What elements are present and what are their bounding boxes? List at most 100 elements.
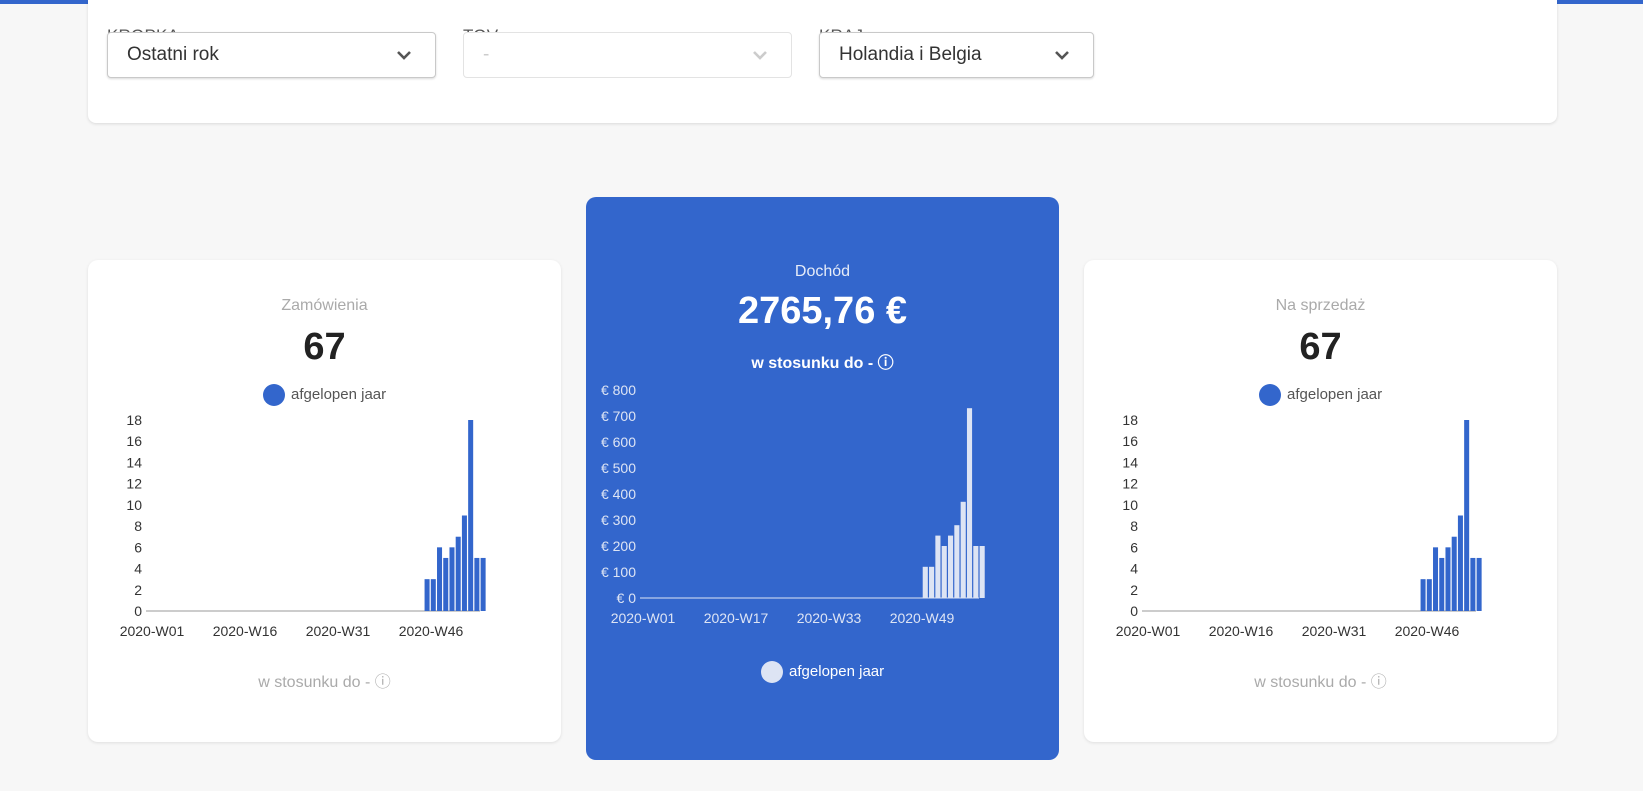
y-tick-label: 8 bbox=[134, 518, 142, 534]
bar[interactable] bbox=[1464, 420, 1470, 611]
y-tick-label: 6 bbox=[1130, 539, 1138, 555]
y-tick-label: € 0 bbox=[617, 590, 637, 606]
y-tick-label: € 800 bbox=[601, 382, 636, 398]
bar[interactable] bbox=[1470, 557, 1476, 611]
y-tick-label: 8 bbox=[1130, 518, 1138, 534]
x-tick-label: 2020-W46 bbox=[399, 623, 464, 639]
x-tick-label: 2020-W01 bbox=[1116, 623, 1181, 639]
x-tick-label: 2020-W16 bbox=[213, 623, 278, 639]
y-tick-label: 16 bbox=[1122, 433, 1138, 449]
sales-legend: afgelopen jaar bbox=[1084, 384, 1557, 406]
y-tick-label: € 700 bbox=[601, 408, 636, 424]
bar[interactable] bbox=[973, 546, 979, 598]
bar[interactable] bbox=[954, 525, 960, 598]
y-tick-label: 10 bbox=[126, 497, 142, 513]
bar[interactable] bbox=[966, 408, 973, 598]
x-tick-label: 2020-W31 bbox=[1302, 623, 1367, 639]
sales-card: Na sprzedaż 67 afgelopen jaar 0 2 4 6 8 10 12 1… bbox=[1084, 260, 1557, 742]
orders-chart: 0 2 4 6 8 10 12 14 16 18 2020-W01 2020-W16 2020-W31 2… bbox=[120, 412, 486, 639]
bar[interactable] bbox=[449, 547, 455, 611]
revenue-value: 2765,76 € bbox=[737, 290, 908, 332]
y-tick-label: 4 bbox=[1130, 561, 1138, 577]
bar[interactable] bbox=[461, 515, 467, 612]
bar[interactable] bbox=[922, 566, 928, 598]
y-tick-label: € 100 bbox=[601, 564, 636, 580]
bar[interactable] bbox=[430, 579, 436, 611]
bar[interactable] bbox=[1433, 547, 1439, 611]
y-tick-label: 14 bbox=[126, 454, 142, 470]
legend-dot bbox=[1258, 384, 1281, 406]
bar[interactable] bbox=[1457, 515, 1463, 612]
bar[interactable] bbox=[929, 566, 935, 598]
bar[interactable] bbox=[935, 535, 941, 598]
x-tick-label: 2020-W31 bbox=[306, 623, 371, 639]
x-tick-label: 2020-W49 bbox=[890, 610, 955, 626]
y-tick-label: 12 bbox=[1122, 476, 1138, 492]
y-tick-label: 18 bbox=[1122, 412, 1138, 428]
orders-title: Zamówienia bbox=[281, 297, 368, 314]
y-tick-label: 16 bbox=[126, 433, 142, 449]
sales-compare: w stosunku do - ⓘ bbox=[1254, 674, 1387, 691]
bar[interactable] bbox=[474, 557, 480, 611]
bar[interactable] bbox=[960, 501, 966, 598]
revenue-card: Dochód 2765,76 € w stosunku do - ⓘ € 0 € … bbox=[586, 197, 1059, 760]
tov-select[interactable]: - bbox=[463, 32, 792, 78]
revenue-legend-label: afgelopen jaar bbox=[789, 662, 885, 680]
y-tick-label: 0 bbox=[134, 603, 142, 619]
bar[interactable] bbox=[1439, 557, 1445, 611]
period-select[interactable]: Ostatni rok bbox=[107, 32, 436, 78]
y-tick-label: 2 bbox=[134, 582, 142, 598]
y-tick-label: 2 bbox=[1130, 582, 1138, 598]
y-tick-label: € 500 bbox=[601, 460, 636, 476]
x-tick-label: 2020-W46 bbox=[1395, 623, 1460, 639]
x-tick-label: 2020-W01 bbox=[120, 623, 185, 639]
sales-value: 67 bbox=[1299, 326, 1342, 368]
bar[interactable] bbox=[480, 557, 486, 611]
bar[interactable] bbox=[1476, 557, 1482, 611]
chevron-down-icon bbox=[1055, 51, 1069, 60]
y-tick-label: € 400 bbox=[601, 486, 636, 502]
bar[interactable] bbox=[1426, 579, 1432, 611]
orders-card: Zamówienia 67 afgelopen jaar 0 2 4 6 8 10 12 14… bbox=[88, 260, 561, 742]
x-tick-label: 2020-W01 bbox=[611, 610, 676, 626]
bar[interactable] bbox=[947, 535, 954, 598]
y-tick-label: 6 bbox=[134, 539, 142, 555]
tov-select-value: - bbox=[483, 44, 490, 65]
sales-title: Na sprzedaż bbox=[1275, 297, 1366, 314]
y-tick-label: € 600 bbox=[601, 434, 636, 450]
sales-chart: 0 2 4 6 8 10 12 14 16 18 2020-W01 2020-W16 2020-W31 2… bbox=[1116, 412, 1482, 639]
revenue-compare: w stosunku do - ⓘ bbox=[751, 355, 894, 372]
bar[interactable] bbox=[1420, 579, 1426, 611]
filter-panel: KROPKA Ostatni rok TOV - KRAJ Holandia i… bbox=[88, 0, 1557, 123]
period-select-value: Ostatni rok bbox=[127, 44, 219, 65]
y-tick-label: 18 bbox=[126, 412, 142, 428]
bar[interactable] bbox=[443, 557, 449, 611]
x-tick-label: 2020-W16 bbox=[1209, 623, 1274, 639]
country-select[interactable]: Holandia i Belgia bbox=[819, 32, 1094, 78]
y-tick-label: 0 bbox=[1130, 603, 1138, 619]
bar[interactable] bbox=[1445, 547, 1451, 611]
orders-legend-label: afgelopen jaar bbox=[291, 385, 387, 403]
y-tick-label: € 300 bbox=[601, 512, 636, 528]
bar[interactable] bbox=[941, 546, 947, 598]
bar[interactable] bbox=[437, 547, 443, 611]
x-tick-label: 2020-W33 bbox=[797, 610, 862, 626]
bar[interactable] bbox=[424, 579, 430, 611]
y-tick-label: 4 bbox=[134, 561, 142, 577]
orders-legend: afgelopen jaar bbox=[88, 384, 561, 406]
bar[interactable] bbox=[455, 536, 461, 611]
revenue-chart: € 0 € 100 € 200 € 300 € 400 € 500 € 600 € 700 € … bbox=[601, 382, 985, 626]
bar[interactable] bbox=[1451, 536, 1457, 611]
sales-legend-label: afgelopen jaar bbox=[1287, 385, 1383, 403]
y-tick-label: 10 bbox=[1122, 497, 1138, 513]
bar[interactable] bbox=[468, 420, 474, 611]
revenue-legend: afgelopen jaar bbox=[586, 661, 1059, 683]
orders-value: 67 bbox=[303, 326, 346, 368]
legend-dot bbox=[262, 384, 285, 406]
country-select-value: Holandia i Belgia bbox=[839, 44, 982, 65]
y-tick-label: 14 bbox=[1122, 454, 1138, 470]
chevron-down-icon bbox=[397, 51, 411, 60]
y-tick-label: € 200 bbox=[601, 538, 636, 554]
bar[interactable] bbox=[979, 546, 985, 598]
x-tick-label: 2020-W17 bbox=[704, 610, 769, 626]
